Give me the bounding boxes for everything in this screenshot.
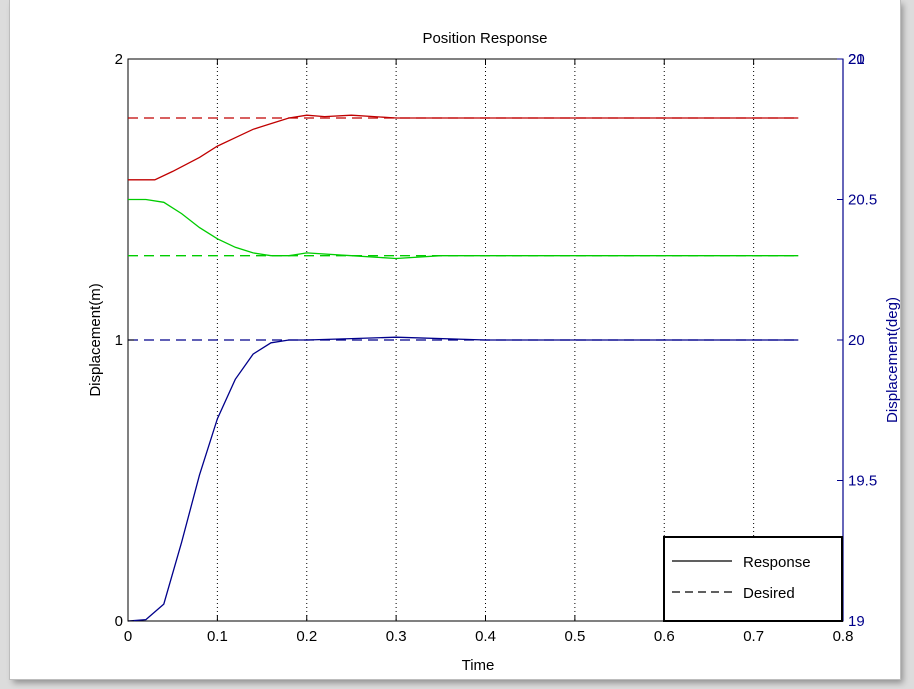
y-left-tick-label-1: 1 (115, 332, 123, 349)
x-tick-label-5: 0.5 (564, 628, 585, 645)
y-right-tick-label-0: 19 (848, 613, 865, 630)
figure-canvas: 0 0.1 0.2 0.3 0.4 0.5 0.6 0.7 0.8 0 1 2 19 19.5 20 20.5… (10, 0, 901, 679)
x-tick-label-0: 0 (124, 628, 132, 645)
series-line-0 (128, 114, 799, 181)
chart-title: Position Response (422, 30, 547, 47)
y-right-tick-label-4: 21 (848, 51, 865, 68)
x-tick-label-1: 0.1 (207, 628, 228, 645)
x-tick-label-2: 0.2 (296, 628, 317, 645)
y-left-tick-label-0: 0 (115, 613, 123, 630)
legend: Response Desired (663, 536, 843, 622)
axes: 0 0.1 0.2 0.3 0.4 0.5 0.6 0.7 0.8 0 1 2 19 19.5 20 20.5… (115, 51, 878, 645)
x-axis-label: Time (462, 657, 495, 674)
y-right-tick-label-overlap: 20 (848, 51, 865, 68)
y-right-tick-label-2: 20 (848, 332, 865, 349)
y-right-tick-label-3: 20.5 (848, 192, 877, 209)
series-line-4 (127, 336, 799, 622)
x-tick-label-4: 0.4 (475, 628, 496, 645)
x-tick-label-7: 0.7 (743, 628, 764, 645)
x-tick-label-3: 0.3 (386, 628, 407, 645)
y-right-tick-label-1: 19.5 (848, 473, 877, 490)
y-axis-right-label: Displacement(deg) (884, 297, 900, 423)
legend-label-desired: Desired (743, 585, 795, 602)
data-series (127, 114, 799, 622)
x-tick-label-8: 0.8 (833, 628, 854, 645)
y-left-tick-label-2: 2 (115, 51, 123, 68)
x-tick-label-6: 0.6 (654, 628, 675, 645)
y-axis-left-label: Displacement(m) (87, 283, 104, 396)
legend-box (663, 536, 843, 622)
position-response-chart: 0 0.1 0.2 0.3 0.4 0.5 0.6 0.7 0.8 0 1 2 19 19.5 20 20.5… (87, 30, 901, 674)
legend-label-response: Response (743, 554, 811, 571)
